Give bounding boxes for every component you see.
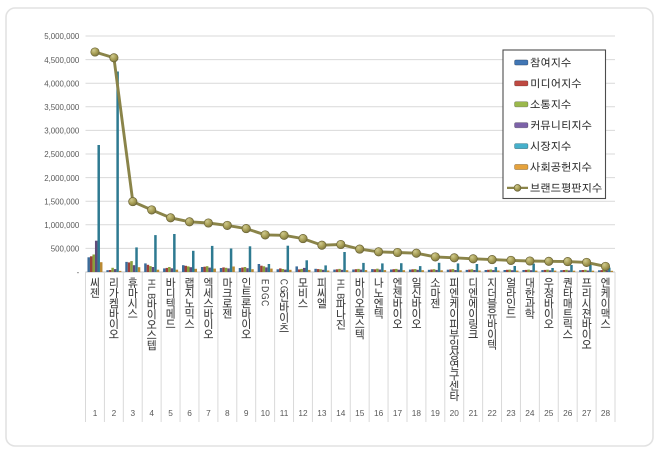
svg-text:1,500,000: 1,500,000 <box>44 197 80 206</box>
svg-text:6: 6 <box>187 408 192 418</box>
svg-text:4,000,000: 4,000,000 <box>44 79 80 88</box>
svg-text:25: 25 <box>544 408 554 418</box>
svg-text:1,000,000: 1,000,000 <box>44 221 80 230</box>
svg-text:5: 5 <box>168 408 173 418</box>
svg-text:8: 8 <box>225 408 230 418</box>
svg-text:7: 7 <box>206 408 211 418</box>
svg-text:22: 22 <box>487 408 497 418</box>
svg-text:3,000,000: 3,000,000 <box>44 127 80 136</box>
svg-text:10: 10 <box>261 408 271 418</box>
svg-text:16: 16 <box>374 408 384 418</box>
svg-text:28: 28 <box>601 408 611 418</box>
svg-text:13: 13 <box>317 408 327 418</box>
svg-text:3,500,000: 3,500,000 <box>44 103 80 112</box>
svg-text:20: 20 <box>450 408 460 418</box>
svg-text:12: 12 <box>298 408 308 418</box>
svg-text:5,000,000: 5,000,000 <box>44 32 80 41</box>
svg-text:27: 27 <box>582 408 592 418</box>
svg-text:-: - <box>77 268 80 277</box>
svg-text:23: 23 <box>506 408 516 418</box>
svg-text:4: 4 <box>149 408 154 418</box>
svg-text:17: 17 <box>393 408 403 418</box>
svg-text:4,500,000: 4,500,000 <box>44 56 80 65</box>
svg-text:26: 26 <box>563 408 573 418</box>
svg-text:2,000,000: 2,000,000 <box>44 174 80 183</box>
svg-text:2,500,000: 2,500,000 <box>44 150 80 159</box>
svg-text:21: 21 <box>469 408 479 418</box>
svg-text:2: 2 <box>112 408 117 418</box>
svg-text:11: 11 <box>280 408 289 418</box>
svg-text:15: 15 <box>355 408 365 418</box>
svg-text:14: 14 <box>336 408 346 418</box>
svg-text:24: 24 <box>525 408 535 418</box>
svg-text:18: 18 <box>412 408 422 418</box>
svg-text:9: 9 <box>244 408 249 418</box>
svg-text:3: 3 <box>130 408 135 418</box>
svg-text:1: 1 <box>93 408 98 418</box>
svg-text:19: 19 <box>431 408 441 418</box>
svg-text:500,000: 500,000 <box>51 245 80 254</box>
